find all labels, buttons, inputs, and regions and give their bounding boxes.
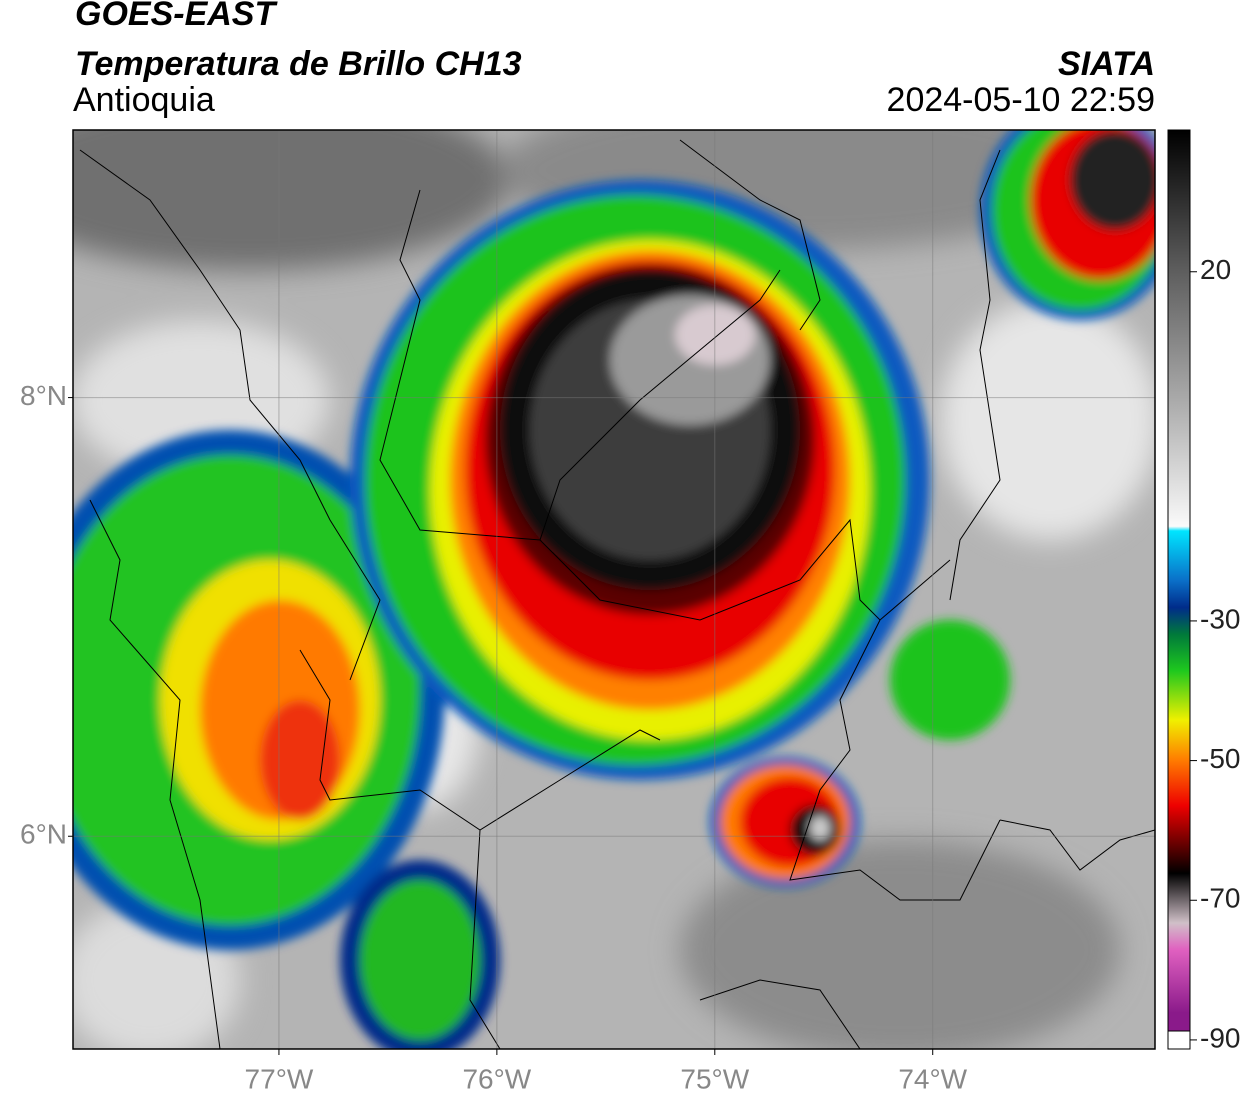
- map-frame: [72, 129, 1156, 1050]
- colorbar-tick-label: -70: [1200, 883, 1240, 914]
- title: GOES-EAST: [75, 0, 278, 33]
- x-tick-label: 76°W: [462, 1063, 531, 1094]
- source: SIATA: [1058, 45, 1155, 83]
- x-tick-label: 75°W: [680, 1063, 749, 1094]
- region: Antioquia: [73, 81, 215, 119]
- colorbar-tick-label: -30: [1200, 603, 1240, 634]
- colorbar-tick-label: -90: [1200, 1022, 1240, 1053]
- y-tick-label: 8°N: [20, 380, 67, 411]
- x-tick-label: 77°W: [245, 1063, 314, 1094]
- colorbar: [1167, 129, 1191, 1032]
- colorbar-tick-label: 20: [1200, 254, 1231, 285]
- colorbar-tick-label: -50: [1200, 743, 1240, 774]
- x-tick-label: 74°W: [898, 1063, 967, 1094]
- borders: [79, 139, 1155, 1049]
- datetime: 2024-05-10 22:59: [887, 81, 1155, 119]
- y-tick-label: 6°N: [20, 819, 67, 850]
- colorbar-under: [1167, 1030, 1191, 1050]
- satellite-image: [73, 130, 1155, 1049]
- subtitle: Temperatura de Brillo CH13: [75, 45, 522, 83]
